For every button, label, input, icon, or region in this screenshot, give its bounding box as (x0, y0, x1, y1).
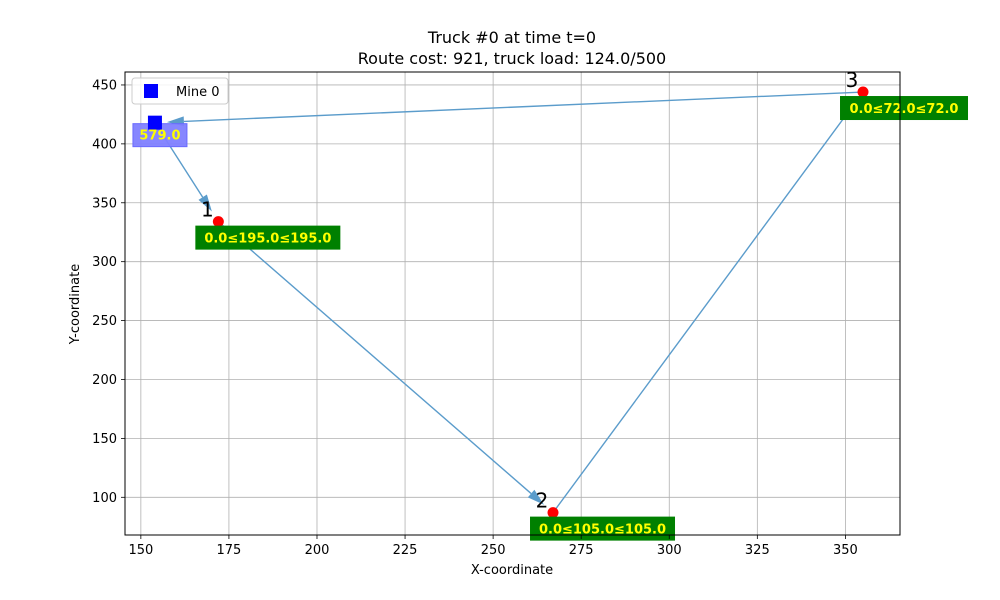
grid (125, 72, 900, 535)
y-tick-label: 450 (92, 78, 117, 93)
node-label-text: 0.0≤195.0≤195.0 (204, 232, 331, 247)
route-segment (217, 221, 532, 495)
route-segment (552, 114, 847, 514)
y-tick-label: 100 (92, 491, 117, 506)
x-tick-label: 225 (393, 543, 418, 558)
node-number: 2 (536, 489, 549, 513)
x-tick-label: 200 (305, 543, 330, 558)
route-arrowhead (527, 489, 544, 505)
x-tick-label: 175 (217, 543, 242, 558)
plot-frame (124, 71, 901, 536)
y-tick-label: 400 (92, 137, 117, 152)
node-label-box (195, 225, 341, 250)
route-segment (183, 91, 864, 123)
node-label-box (840, 96, 969, 121)
x-tick-label: 350 (833, 543, 858, 558)
x-tick-label: 325 (745, 543, 770, 558)
legend: Mine 0 (131, 77, 229, 105)
y-tick-label: 250 (92, 314, 117, 329)
mine-label-text: 579.0 (139, 129, 180, 144)
y-tick-label: 350 (92, 196, 117, 211)
node-label-box (530, 516, 676, 541)
node-number: 1 (201, 198, 214, 222)
route-arrows (154, 91, 864, 514)
x-tick-label: 250 (481, 543, 506, 558)
x-axis-title: X-coordinate (471, 563, 553, 578)
axis-ticks: 150 175 200 225 250 275 300 325 350 100 150 200 250 3… (92, 78, 858, 558)
y-axis-title: Y-coordinate (68, 264, 83, 345)
route-arrowhead (198, 194, 212, 212)
mine-marker (147, 115, 162, 130)
node-marker (857, 86, 869, 98)
data-marks: 579.0 1 0.0≤195.0≤195.0 2 0.0≤105.0≤105.0 3 0.… (132, 68, 969, 541)
node-marker (212, 216, 224, 228)
x-tick-label: 150 (128, 543, 153, 558)
node-marker (547, 507, 559, 519)
legend-mine-label: Mine 0 (176, 85, 219, 100)
x-tick-label: 300 (657, 543, 682, 558)
y-tick-label: 150 (92, 432, 117, 447)
node-number: 3 (846, 68, 859, 92)
x-tick-label: 275 (569, 543, 594, 558)
chart-title-line-1: Truck #0 at time t=0 (427, 28, 596, 47)
y-tick-label: 200 (92, 373, 117, 388)
legend-mine-marker (144, 84, 158, 98)
node-label-text: 0.0≤105.0≤105.0 (539, 523, 666, 538)
node-label-text: 0.0≤72.0≤72.0 (850, 102, 959, 117)
chart-title-line-2: Route cost: 921, truck load: 124.0/500 (358, 49, 666, 68)
y-tick-label: 300 (92, 255, 117, 270)
